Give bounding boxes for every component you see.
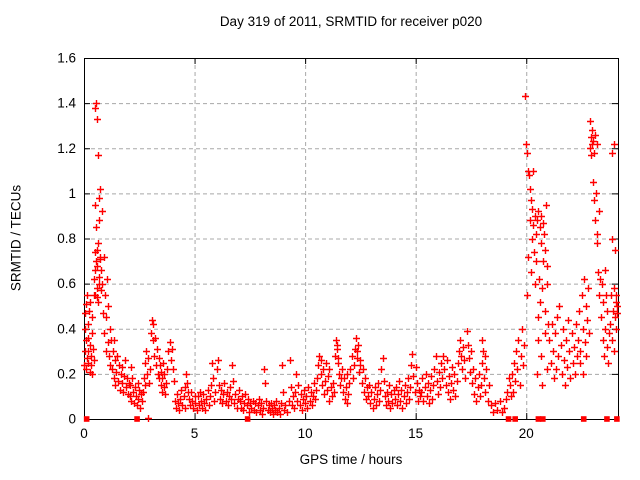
y-tick-label: 0.8 bbox=[57, 231, 76, 246]
y-tick-label: 0.4 bbox=[57, 321, 76, 336]
tick-labels: 0 5 10 15 20 0 0.2 0.4 0.6 0.8 1 1.2 1.4 1.6 bbox=[57, 51, 534, 442]
x-tick-label: 15 bbox=[408, 426, 423, 441]
y-tick-label: 0.2 bbox=[57, 366, 76, 381]
y-tick-label: 0 bbox=[68, 412, 76, 427]
y-tick-label: 0.6 bbox=[57, 276, 76, 291]
x-tick-label: 0 bbox=[80, 426, 88, 441]
x-tick-label: 5 bbox=[191, 426, 199, 441]
y-tick-label: 1.2 bbox=[57, 141, 76, 156]
y-tick-label: 1.4 bbox=[57, 96, 76, 111]
chart-title: Day 319 of 2011, SRMTID for receiver p02… bbox=[219, 14, 483, 29]
x-axis-label: GPS time / hours bbox=[299, 452, 403, 467]
zero-markers bbox=[83, 416, 620, 422]
y-tick-label: 1 bbox=[68, 186, 76, 201]
x-tick-label: 20 bbox=[519, 426, 534, 441]
data-points bbox=[81, 93, 621, 422]
x-tick-label: 10 bbox=[298, 426, 313, 441]
y-tick-label: 1.6 bbox=[57, 51, 76, 66]
